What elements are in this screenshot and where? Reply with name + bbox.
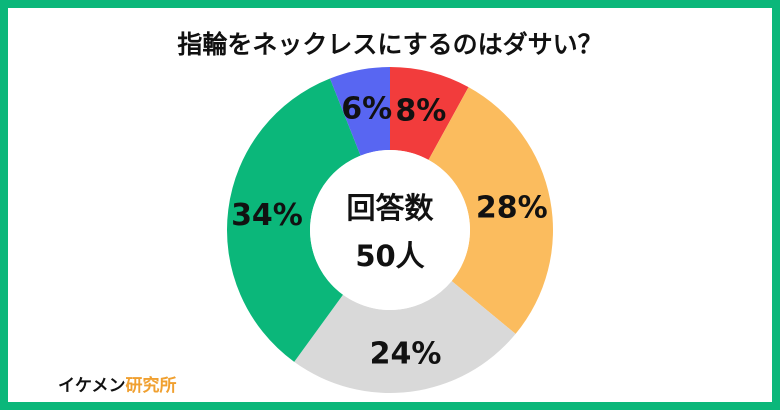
donut (226, 67, 554, 393)
brand-accent: 研究所 (126, 375, 177, 396)
center-label: 50人 (355, 239, 424, 273)
slice (428, 87, 554, 334)
data-label: 6% (341, 92, 392, 127)
brand-main: イケメン (58, 376, 126, 396)
slice (329, 67, 390, 156)
chart-title: 指輪をネックレスにするのはダサい？ (177, 30, 602, 59)
donut-hole (310, 150, 470, 310)
data-label: 28% (476, 190, 548, 225)
center-label: 回答数 (346, 191, 434, 225)
slice (226, 78, 361, 362)
data-label: 8% (395, 93, 446, 128)
data-label: 24% (370, 337, 442, 372)
data-label: 34% (231, 198, 303, 233)
slice (294, 280, 516, 393)
slice (390, 67, 469, 160)
brand: イケメン研究所 (58, 375, 177, 396)
